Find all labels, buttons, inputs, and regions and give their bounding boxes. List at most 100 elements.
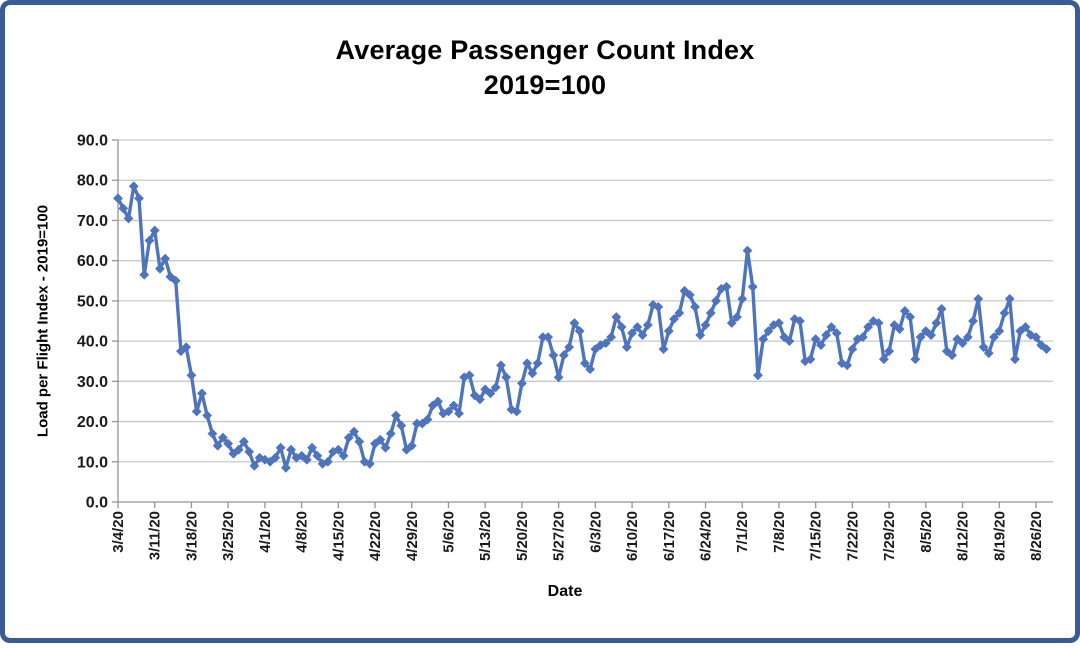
x-tick-label: 8/26/20 bbox=[1028, 511, 1045, 561]
data-point-marker bbox=[333, 444, 344, 455]
data-point-marker bbox=[422, 414, 433, 425]
data-point-marker bbox=[721, 281, 732, 292]
data-point-marker bbox=[270, 452, 281, 463]
data-point-marker bbox=[826, 322, 837, 332]
data-point-marker bbox=[947, 350, 957, 361]
chart-title: Average Passenger Count Index 2019=100 bbox=[5, 33, 1080, 103]
data-point-marker bbox=[574, 326, 585, 336]
x-tick-label: 7/15/20 bbox=[808, 511, 825, 561]
data-point-marker bbox=[889, 320, 900, 330]
data-point-marker bbox=[878, 354, 889, 365]
data-point-marker bbox=[821, 330, 832, 340]
x-tick-label: 8/5/20 bbox=[918, 511, 935, 553]
data-point-marker bbox=[139, 269, 150, 280]
data-point-marker bbox=[616, 322, 627, 332]
data-point-marker bbox=[338, 450, 349, 461]
y-tick-label: 0.0 bbox=[86, 495, 108, 512]
x-tick-label: 5/27/20 bbox=[551, 511, 568, 561]
data-point-marker bbox=[669, 314, 679, 324]
data-point-marker bbox=[684, 289, 695, 300]
x-tick-label: 5/13/20 bbox=[477, 511, 494, 561]
data-point-marker bbox=[894, 324, 905, 334]
data-point-marker bbox=[207, 428, 218, 439]
y-tick-label: 40.0 bbox=[77, 334, 108, 351]
data-point-marker bbox=[506, 404, 517, 415]
data-point-marker bbox=[464, 370, 475, 381]
data-point-marker bbox=[134, 193, 144, 204]
data-point-marker bbox=[747, 281, 758, 292]
data-point-marker bbox=[123, 213, 134, 224]
data-point-marker bbox=[606, 332, 616, 342]
data-point-marker bbox=[737, 293, 748, 304]
data-series-line bbox=[116, 184, 1049, 470]
data-point-marker bbox=[238, 436, 249, 447]
data-point-marker bbox=[884, 346, 895, 357]
data-point-marker bbox=[118, 203, 129, 214]
y-tick-label: 90.0 bbox=[77, 133, 108, 150]
chart-title-line2: 2019=100 bbox=[483, 70, 607, 101]
data-point-marker bbox=[155, 263, 165, 274]
data-point-marker bbox=[962, 332, 973, 342]
data-point-marker bbox=[380, 442, 391, 453]
y-tick-label: 70.0 bbox=[77, 213, 108, 230]
x-tick-label: 3/11/20 bbox=[147, 511, 164, 560]
data-point-marker bbox=[726, 318, 737, 328]
data-point-marker bbox=[438, 408, 449, 419]
data-point-marker bbox=[842, 360, 853, 371]
x-tick-label: 5/20/20 bbox=[514, 511, 531, 561]
data-point-marker bbox=[695, 330, 706, 340]
data-point-marker bbox=[490, 382, 501, 393]
data-point-marker bbox=[632, 322, 643, 332]
data-point-marker bbox=[532, 358, 543, 369]
data-point-marker bbox=[973, 293, 984, 304]
chart-title-line1: Average Passenger Count Index bbox=[335, 35, 755, 65]
data-point-marker bbox=[223, 438, 234, 449]
x-tick-label: 8/12/20 bbox=[955, 511, 972, 561]
y-tick-label: 30.0 bbox=[77, 374, 108, 391]
data-point-marker bbox=[170, 275, 181, 286]
data-point-marker bbox=[868, 316, 879, 326]
data-point-marker bbox=[433, 396, 443, 407]
data-point-marker bbox=[795, 316, 805, 326]
x-tick-label: 5/6/20 bbox=[440, 511, 457, 553]
data-point-marker bbox=[579, 358, 590, 369]
data-point-marker bbox=[763, 326, 774, 336]
data-point-marker bbox=[873, 318, 884, 328]
chart-canvas: 0.0 10.0 20.0 30.0 40.0 50.0 60.0 70.0 80.0 90.0 3… bbox=[77, 133, 1053, 561]
data-point-marker bbox=[983, 348, 994, 359]
x-tick-label: 7/29/20 bbox=[881, 511, 898, 561]
data-point-marker bbox=[621, 342, 632, 353]
data-point-marker bbox=[553, 372, 564, 383]
data-point-marker bbox=[931, 318, 942, 328]
data-point-marker bbox=[957, 338, 968, 349]
data-point-marker bbox=[349, 426, 359, 437]
data-point-marker bbox=[831, 328, 842, 338]
data-point-marker bbox=[968, 316, 978, 326]
data-point-marker bbox=[354, 436, 365, 447]
data-point-marker bbox=[999, 308, 1010, 318]
data-point-marker bbox=[915, 332, 926, 342]
data-point-marker bbox=[454, 408, 464, 419]
y-tick-label: 50.0 bbox=[77, 293, 108, 310]
data-point-marker bbox=[322, 456, 333, 467]
data-point-marker bbox=[674, 308, 685, 318]
data-point-marker bbox=[910, 354, 921, 365]
data-point-marker bbox=[197, 388, 207, 399]
data-point-marker bbox=[1020, 322, 1031, 332]
x-tick-label: 6/10/20 bbox=[624, 511, 641, 561]
data-point-marker bbox=[265, 456, 276, 467]
data-point-marker bbox=[711, 295, 721, 306]
data-point-marker bbox=[863, 322, 874, 332]
data-point-marker bbox=[233, 444, 244, 455]
x-axis-title: Date bbox=[547, 583, 583, 600]
data-point-marker bbox=[186, 370, 197, 381]
data-point-marker bbox=[816, 340, 826, 351]
data-point-marker bbox=[774, 318, 784, 328]
x-tick-label: 6/17/20 bbox=[661, 511, 678, 561]
y-tick-label: 10.0 bbox=[77, 454, 108, 471]
data-point-marker bbox=[905, 312, 916, 322]
data-point-marker bbox=[989, 332, 999, 342]
data-point-marker bbox=[496, 360, 506, 371]
y-tick-label: 20.0 bbox=[77, 414, 108, 431]
data-point-marker bbox=[343, 432, 354, 443]
